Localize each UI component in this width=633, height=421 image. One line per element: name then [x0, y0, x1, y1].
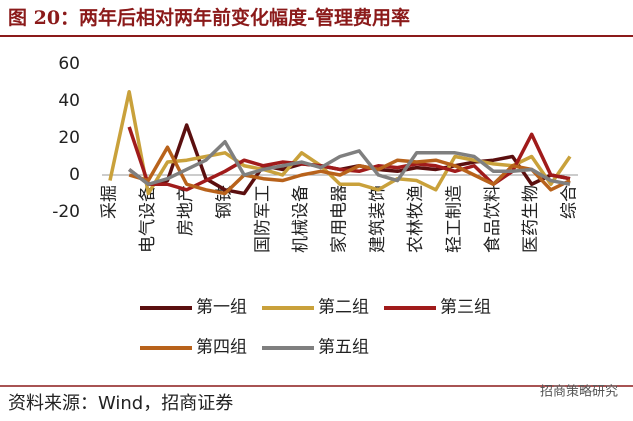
x-tick-label: 房地产 — [176, 185, 196, 236]
x-tick-label: 机械设备 — [291, 185, 311, 253]
y-tick-label: -20 — [52, 202, 80, 222]
series-line — [128, 139, 571, 186]
chart-title: 图 20：两年后相对两年前变化幅度-管理费用率 — [8, 6, 410, 29]
y-tick-label: 0 — [69, 165, 80, 185]
x-tick-label: 电气设备 — [138, 185, 158, 253]
x-tick-label: 综合 — [560, 185, 580, 219]
x-tick-label: 轻工制造 — [445, 185, 465, 253]
y-tick-label: 40 — [58, 91, 80, 111]
y-tick-label: 20 — [58, 128, 80, 148]
series-line — [128, 123, 571, 196]
x-tick-label: 食品饮料 — [483, 185, 503, 253]
x-tick-label: 农林牧渔 — [406, 185, 426, 253]
legend-label: 第五组 — [318, 338, 369, 358]
x-tick-label: 家用电器 — [330, 185, 350, 253]
legend-label: 第四组 — [196, 338, 247, 358]
series-line — [108, 90, 572, 196]
x-tick-label: 医药生物 — [521, 185, 541, 253]
legend-label: 第一组 — [196, 298, 247, 318]
series-line — [128, 145, 571, 196]
x-tick-label: 采掘 — [100, 185, 120, 219]
y-tick-label: 60 — [58, 54, 80, 74]
legend-label: 第三组 — [440, 298, 491, 318]
x-tick-label: 国防军工 — [253, 185, 273, 253]
legend-label: 第二组 — [318, 298, 369, 318]
watermark: 招商策略研究 — [540, 384, 618, 400]
x-tick-label: 建筑装饰 — [368, 185, 388, 253]
source: 资料来源：Wind，招商证券 — [8, 393, 233, 414]
